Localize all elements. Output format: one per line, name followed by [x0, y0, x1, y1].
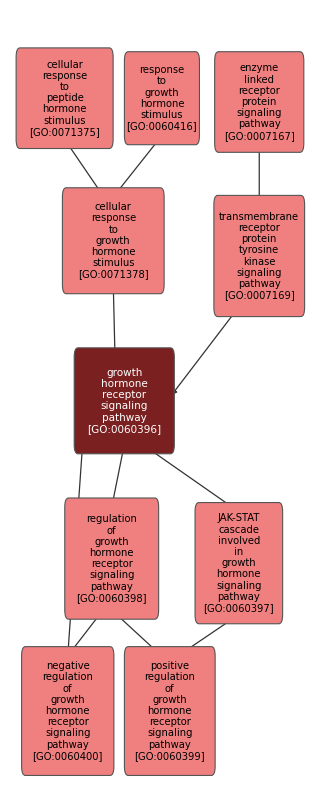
FancyBboxPatch shape — [195, 503, 283, 624]
Text: regulation
of
growth
hormone
receptor
signaling
pathway
[GO:0060398]: regulation of growth hormone receptor si… — [77, 515, 147, 603]
FancyArrowPatch shape — [172, 309, 238, 394]
FancyArrowPatch shape — [181, 615, 238, 654]
Text: transmembrane
receptor
protein
tyrosine
kinase
signaling
pathway
[GO:0007169]: transmembrane receptor protein tyrosine … — [219, 212, 299, 300]
FancyBboxPatch shape — [74, 348, 174, 454]
Text: cellular
response
to
growth
hormone
stimulus
[GO:0071378]: cellular response to growth hormone stim… — [78, 202, 148, 279]
Text: JAK-STAT
cascade
involved
in
growth
hormone
signaling
pathway
[GO:0060397]: JAK-STAT cascade involved in growth horm… — [203, 514, 274, 613]
Text: positive
regulation
of
growth
hormone
receptor
signaling
pathway
[GO:0060399]: positive regulation of growth hormone re… — [134, 661, 205, 761]
FancyBboxPatch shape — [214, 195, 305, 317]
FancyBboxPatch shape — [65, 498, 159, 619]
FancyArrowPatch shape — [111, 446, 124, 504]
Text: negative
regulation
of
growth
hormone
receptor
signaling
pathway
[GO:0060400]: negative regulation of growth hormone re… — [33, 661, 103, 761]
Text: cellular
response
to
peptide
hormone
stimulus
[GO:0071375]: cellular response to peptide hormone sti… — [29, 60, 100, 137]
Text: response
to
growth
hormone
stimulus
[GO:0060416]: response to growth hormone stimulus [GO:… — [127, 65, 197, 131]
FancyArrowPatch shape — [144, 445, 236, 510]
FancyArrowPatch shape — [66, 446, 82, 653]
FancyBboxPatch shape — [62, 187, 164, 294]
FancyBboxPatch shape — [22, 646, 114, 776]
FancyArrowPatch shape — [113, 611, 159, 654]
FancyBboxPatch shape — [215, 52, 304, 152]
FancyArrowPatch shape — [115, 137, 161, 195]
FancyBboxPatch shape — [124, 52, 199, 145]
Text: enzyme
linked
receptor
protein
signaling
pathway
[GO:0007167]: enzyme linked receptor protein signaling… — [224, 64, 295, 141]
FancyArrowPatch shape — [112, 286, 117, 354]
FancyArrowPatch shape — [65, 141, 102, 195]
FancyBboxPatch shape — [124, 646, 215, 776]
FancyArrowPatch shape — [69, 611, 102, 653]
FancyArrowPatch shape — [257, 145, 262, 202]
Text: growth
hormone
receptor
signaling
pathway
[GO:0060396]: growth hormone receptor signaling pathwa… — [87, 368, 161, 434]
FancyBboxPatch shape — [16, 48, 113, 148]
